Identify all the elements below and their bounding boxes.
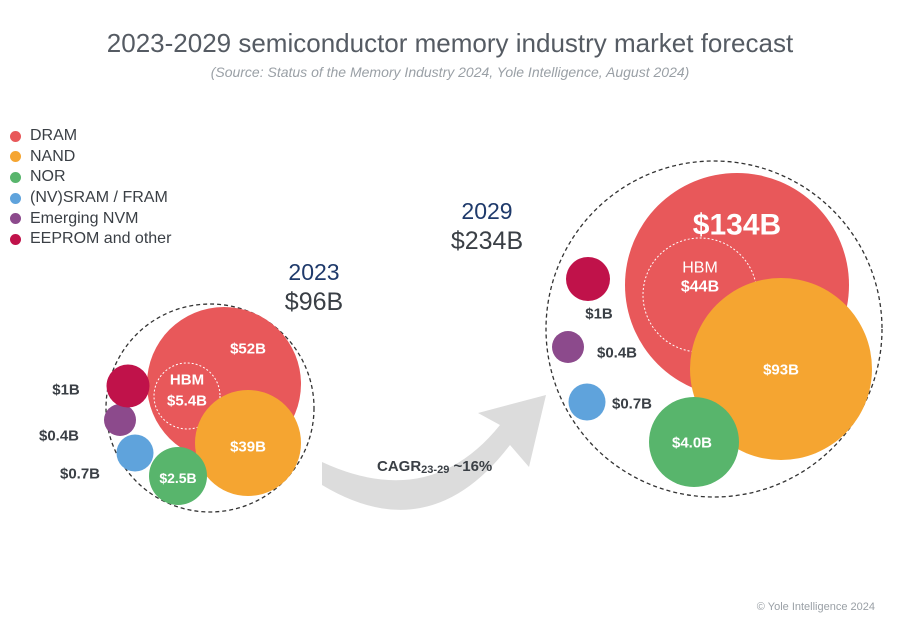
legend-item-nor: NOR	[10, 167, 171, 188]
legend-dot-dram	[10, 130, 21, 142]
value-label-dram-2029: $134B	[693, 209, 781, 242]
bubble-eeprom-2029	[566, 257, 610, 301]
cagr-label: CAGR23-29 ~16%	[377, 458, 492, 477]
legend-dot-nor	[10, 171, 21, 183]
legend-label-nor: NOR	[30, 168, 66, 186]
total-label-2029: $234B	[451, 227, 523, 255]
hbm-value-2023: $5.4B	[167, 393, 207, 410]
bubble-nand-2029	[690, 278, 872, 460]
cagr-arrow	[322, 395, 546, 510]
hbm-title-2029: HBM	[682, 260, 718, 277]
value-label-sram-2023: $0.7B	[60, 466, 100, 483]
value-label-nor-2029: $4.0B	[672, 435, 712, 452]
legend-item-eeprom: EEPROM and other	[10, 229, 171, 250]
chart-title: 2023-2029 semiconductor memory industry …	[106, 28, 794, 58]
legend-item-emerging-nvm: Emerging NVM	[10, 208, 171, 229]
value-label-nand-2029: $93B	[763, 362, 799, 379]
legend-label-nand: NAND	[30, 147, 76, 165]
hbm-value-2029: $44B	[681, 279, 719, 296]
hbm-title-2023: HBM	[170, 372, 204, 389]
value-label-emerging-nvm-2029: $0.4B	[597, 345, 637, 362]
legend-item-nand: NAND	[10, 147, 171, 168]
bubble-sram-2029	[568, 383, 606, 421]
bubble-hbm-2023	[153, 362, 221, 430]
bubble-nor-2029	[649, 397, 739, 487]
value-label-nand-2023: $39B	[230, 439, 266, 456]
copyright: © Yole Intelligence 2024	[756, 601, 875, 613]
value-label-emerging-nvm-2023: $0.4B	[39, 428, 79, 445]
bubble-emerging-nvm-2029	[552, 331, 584, 363]
bubble-sram-2023	[116, 434, 154, 472]
outer-ring-2023	[105, 303, 315, 513]
outer-ring-2029	[545, 160, 883, 498]
value-label-eeprom-2029: $1B	[585, 306, 613, 323]
legend-dot-sram	[10, 192, 21, 204]
legend-dot-eeprom	[10, 233, 21, 245]
year-label-2023: 2023	[288, 259, 339, 285]
value-label-nor-2023: $2.5B	[159, 470, 196, 486]
value-label-sram-2029: $0.7B	[612, 396, 652, 413]
bubble-nand-2023	[195, 390, 301, 496]
legend: DRAM NAND NOR (NV)SRAM / FRAM Emerging N…	[10, 126, 171, 250]
legend-label-sram: (NV)SRAM / FRAM	[30, 189, 168, 207]
legend-label-eeprom: EEPROM and other	[30, 230, 172, 248]
year-label-2029: 2029	[461, 198, 512, 224]
total-label-2023: $96B	[285, 288, 343, 316]
legend-label-dram: DRAM	[30, 127, 78, 145]
bubble-emerging-nvm-2023	[104, 404, 136, 436]
legend-dot-emerging-nvm	[10, 213, 21, 225]
legend-item-dram: DRAM	[10, 126, 171, 147]
value-label-dram-2023: $52B	[230, 341, 266, 358]
legend-label-emerging-nvm: Emerging NVM	[30, 209, 139, 227]
legend-item-sram: (NV)SRAM / FRAM	[10, 188, 171, 209]
bubble-nor-2023	[149, 447, 207, 505]
legend-dot-nand	[10, 151, 21, 163]
value-label-eeprom-2023: $1B	[52, 382, 80, 399]
chart-subtitle: (Source: Status of the Memory Industry 2…	[210, 64, 690, 80]
bubble-eeprom-2023	[106, 364, 150, 408]
